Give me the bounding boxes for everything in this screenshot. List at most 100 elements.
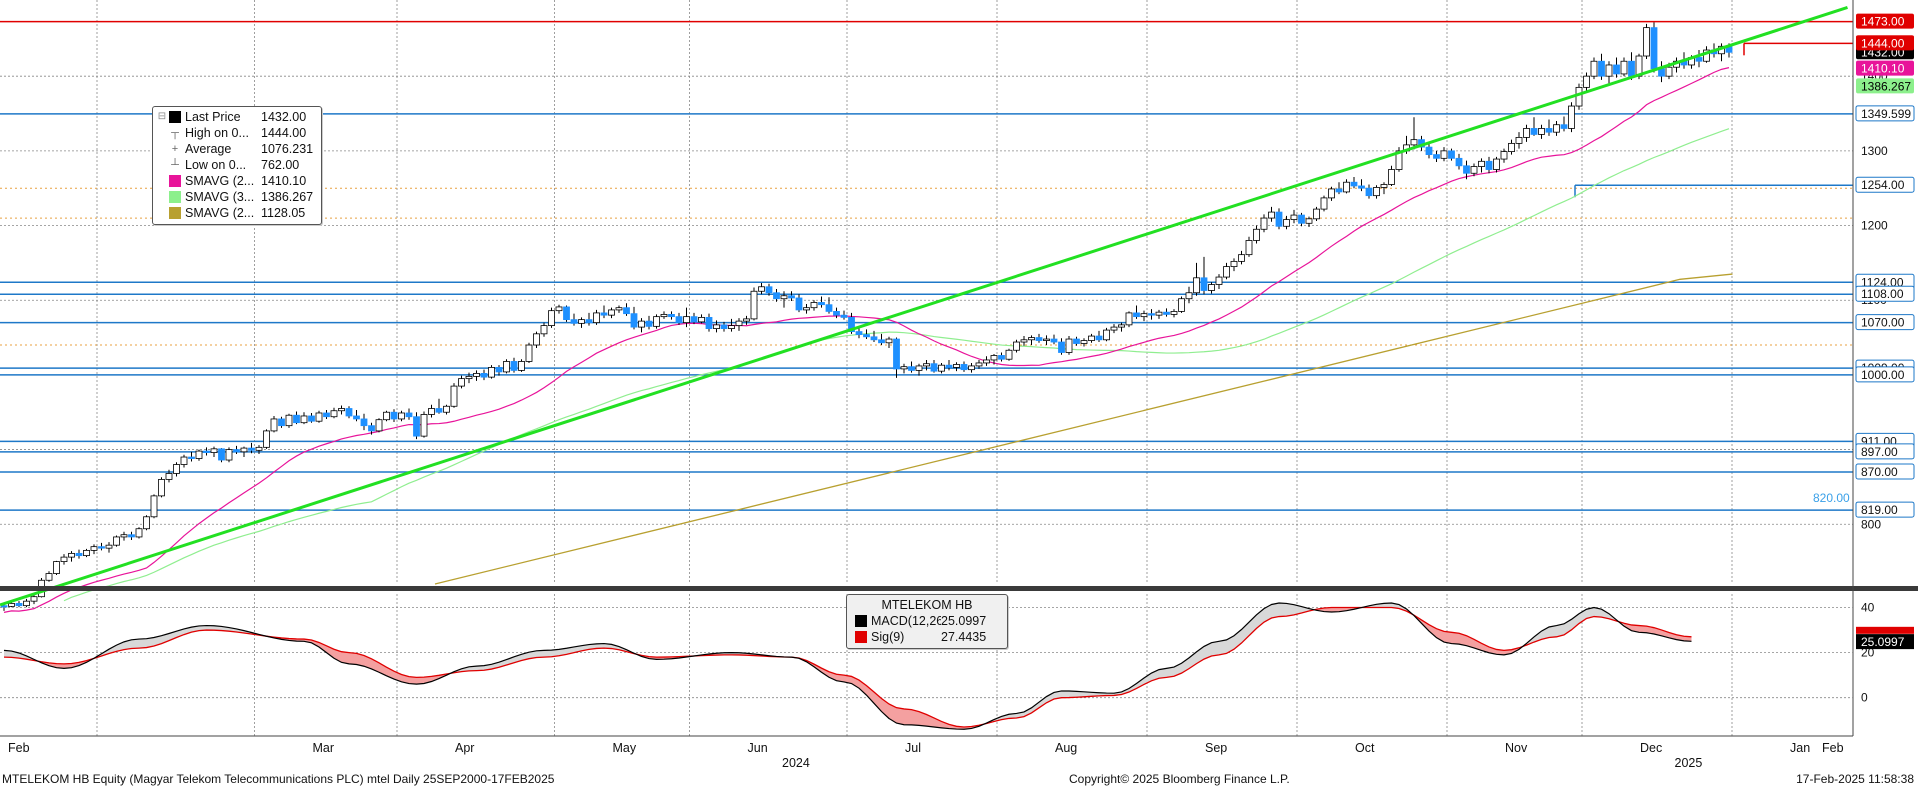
sma50-price-label-bg bbox=[1856, 78, 1914, 94]
level-value-label-bg bbox=[1856, 13, 1914, 29]
candle-body bbox=[1125, 312, 1133, 326]
candle-body bbox=[675, 316, 683, 324]
candle-body bbox=[1500, 151, 1508, 160]
macd-fill bbox=[349, 652, 357, 665]
candle-body bbox=[653, 316, 660, 327]
macd-fill bbox=[1384, 603, 1392, 608]
macd-fill bbox=[409, 676, 417, 685]
candle-body bbox=[1215, 276, 1223, 285]
candle-body bbox=[188, 456, 195, 459]
legend-value: 1432.00 bbox=[261, 110, 307, 124]
sma-200-line bbox=[434, 273, 1733, 585]
x-month-label: Feb bbox=[8, 741, 30, 755]
candle-body bbox=[1298, 214, 1305, 224]
legend-row-macd: MACD(12,26) 25.0997 bbox=[847, 613, 1007, 629]
macd-fill bbox=[866, 685, 874, 704]
candle-body bbox=[1005, 349, 1013, 360]
trend-line bbox=[0, 6, 1848, 607]
candle-body bbox=[623, 307, 630, 315]
macd-fill bbox=[604, 643, 612, 649]
candle-body bbox=[795, 297, 803, 311]
candle-body bbox=[1538, 128, 1545, 135]
candle-body bbox=[428, 408, 435, 415]
candle-body bbox=[495, 367, 503, 373]
candle-body bbox=[1613, 64, 1620, 75]
candle-body bbox=[83, 549, 90, 557]
level-value-border bbox=[1855, 285, 1915, 302]
macd-fill bbox=[49, 662, 57, 668]
candle-body bbox=[1410, 139, 1418, 146]
legend-swatch bbox=[169, 207, 181, 219]
legend-label: Low on 0... bbox=[185, 158, 247, 172]
candle-body bbox=[1103, 329, 1110, 341]
candle-body bbox=[120, 534, 128, 538]
candle-body bbox=[1095, 335, 1103, 341]
candle-body bbox=[600, 312, 608, 316]
macd-fill bbox=[536, 650, 544, 658]
candle-body bbox=[113, 536, 120, 546]
candle-body bbox=[825, 304, 833, 312]
macd-fill bbox=[341, 651, 349, 664]
level-value-border bbox=[1855, 366, 1915, 383]
macd-fill bbox=[146, 637, 154, 648]
macd-fill bbox=[1549, 625, 1557, 638]
macd-fill bbox=[589, 643, 597, 650]
macd-fill bbox=[1601, 609, 1609, 619]
candle-body bbox=[908, 366, 915, 371]
candle-body bbox=[225, 449, 233, 461]
candle-body bbox=[1140, 313, 1148, 318]
candle-body bbox=[435, 408, 443, 413]
macd-fill bbox=[919, 711, 927, 727]
price-legend[interactable]: ⊟ Last Price 1432.00 ┬ High on 0... 1444… bbox=[152, 106, 322, 225]
candle-body bbox=[1020, 339, 1028, 343]
candle-body bbox=[1358, 185, 1365, 189]
candle-body bbox=[1200, 277, 1208, 291]
macd-fill bbox=[1534, 631, 1542, 643]
macd-fill bbox=[1024, 707, 1032, 717]
macd-fill bbox=[1586, 607, 1594, 619]
candle-body bbox=[60, 556, 68, 562]
macd-fill bbox=[1249, 614, 1257, 636]
annotation-label: 820.00 bbox=[1813, 491, 1850, 505]
candle-body bbox=[165, 473, 173, 480]
candle-body bbox=[1223, 266, 1230, 278]
macd-fill bbox=[214, 625, 222, 631]
candle-body bbox=[593, 312, 600, 324]
candle-body bbox=[1478, 160, 1485, 167]
macd-fill bbox=[131, 639, 139, 649]
candle-body bbox=[1155, 311, 1163, 316]
footer-security-info: MTELEKOM HB Equity (Magyar Telekom Telec… bbox=[2, 772, 555, 786]
x-month-label: Nov bbox=[1505, 741, 1528, 755]
candle-body bbox=[218, 448, 225, 461]
candle-body bbox=[338, 408, 345, 412]
macd-fill bbox=[1294, 604, 1302, 615]
high-price-label: 1444.00 bbox=[1861, 36, 1905, 50]
macd-line bbox=[3, 602, 1692, 730]
candle-body bbox=[1058, 341, 1065, 353]
candle-body bbox=[1365, 187, 1373, 197]
candle-body bbox=[1320, 197, 1328, 210]
candle-body bbox=[1065, 338, 1073, 353]
candle-body bbox=[1238, 254, 1245, 262]
candle-body bbox=[533, 333, 540, 346]
candle-body bbox=[450, 385, 458, 407]
footer-timestamp: 17-Feb-2025 11:58:38 bbox=[1796, 772, 1914, 786]
candle-body bbox=[443, 405, 450, 413]
legend-row-average: + Average 1076.231 bbox=[153, 141, 321, 157]
macd-fill bbox=[461, 666, 469, 672]
macd-fill bbox=[1159, 668, 1167, 679]
macd-fill bbox=[199, 625, 207, 631]
tree-toggle-icon[interactable]: ⊟ bbox=[157, 111, 167, 122]
candle-body bbox=[0, 605, 8, 608]
candle-body bbox=[1350, 181, 1358, 187]
macd-fill bbox=[116, 641, 124, 652]
macd-legend[interactable]: MTELEKOM HB MACD(12,26) 25.0997 Sig(9) 2… bbox=[846, 594, 1008, 649]
legend-value: 1076.231 bbox=[261, 142, 314, 156]
candle-body bbox=[705, 316, 713, 329]
macd-fill bbox=[364, 655, 372, 669]
candle-body bbox=[668, 314, 675, 318]
candle-body bbox=[323, 412, 330, 418]
candle-body bbox=[968, 365, 975, 371]
candle-body bbox=[765, 286, 773, 294]
macd-fill bbox=[844, 675, 852, 684]
